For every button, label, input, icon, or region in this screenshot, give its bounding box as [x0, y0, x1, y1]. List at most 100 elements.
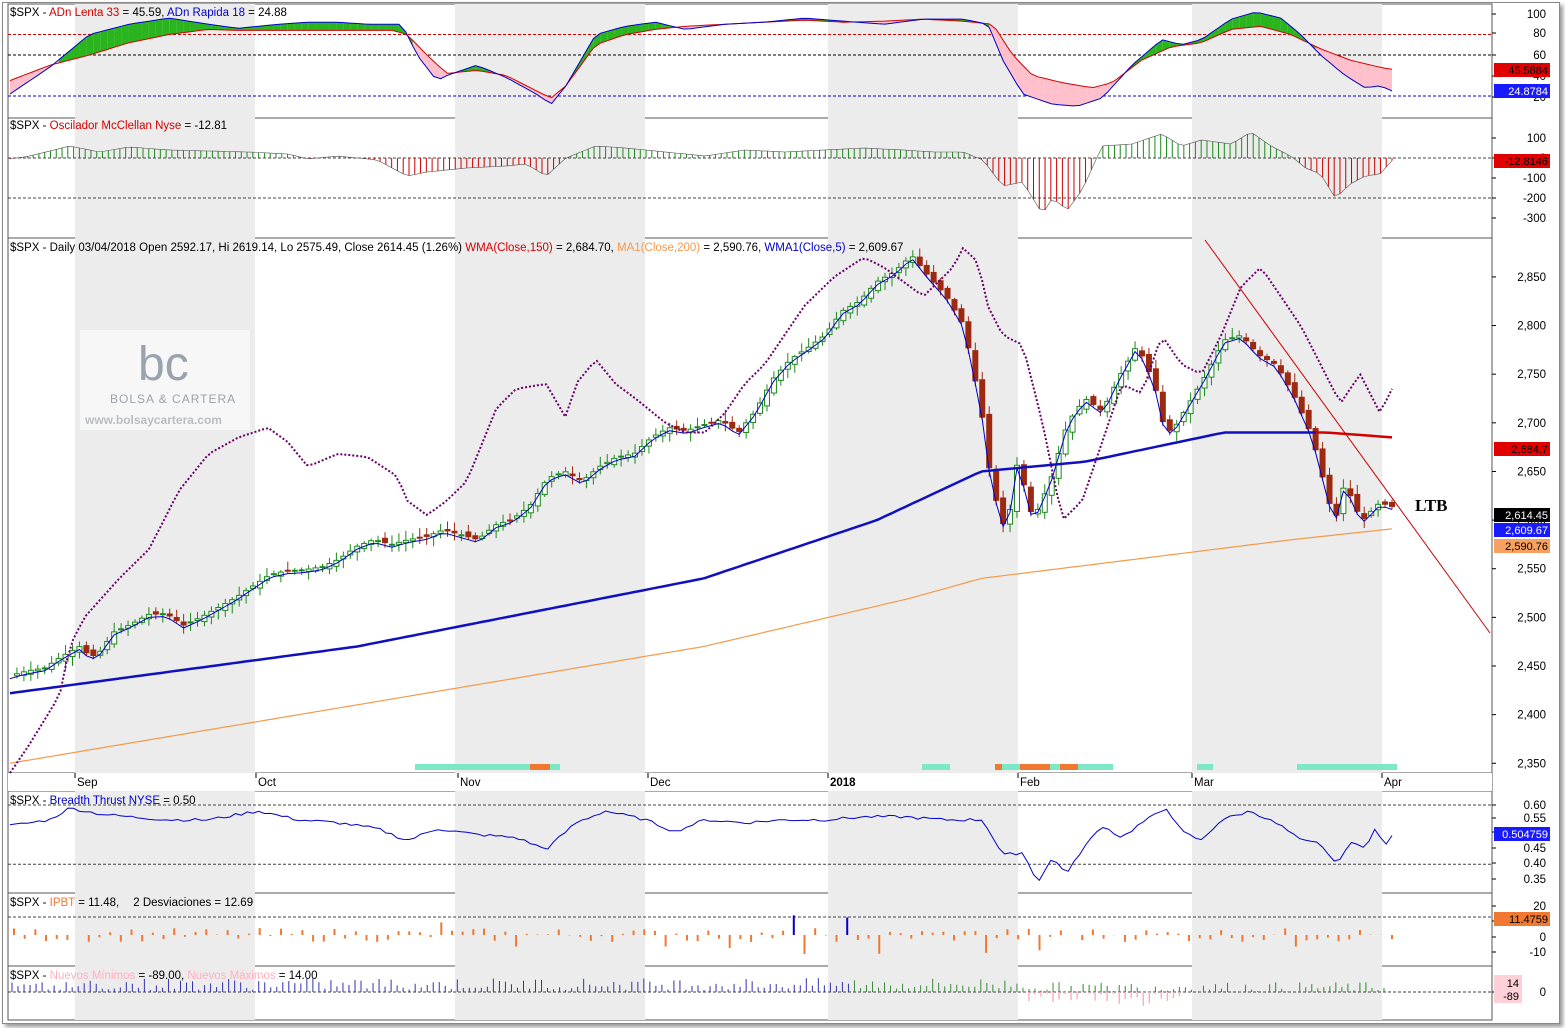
- candle-body: [708, 421, 715, 424]
- candle-body: [694, 426, 701, 429]
- adn-fill: [1253, 12, 1261, 28]
- adn-fill: [607, 29, 615, 41]
- candle-body: [1319, 448, 1326, 478]
- adn-fill: [1204, 32, 1212, 42]
- price-title: $SPX - Daily 03/04/2018 Open 2592.17, Hi…: [10, 242, 903, 254]
- price-tag-wma5: 2,609.67: [1505, 525, 1548, 537]
- price-tag-wma150: 2,684.7: [1511, 444, 1548, 456]
- adn-fill: [1385, 68, 1392, 91]
- signal-strip: [1050, 764, 1060, 770]
- adn-fill: [1065, 83, 1073, 106]
- candle-body: [930, 271, 937, 283]
- candle-body: [1222, 339, 1229, 351]
- candle-body: [937, 280, 944, 291]
- candle-body: [854, 302, 861, 307]
- adn-panel[interactable]: $SPX - ADn Lenta 33 = 45.59, ADn Rapida …: [8, 7, 1492, 107]
- x-axis-strip: [8, 773, 1492, 791]
- adn-fill: [1266, 14, 1274, 30]
- candle-body: [1027, 486, 1034, 513]
- price-panel[interactable]: $SPX - Daily 03/04/2018 Open 2592.17, Hi…: [9, 239, 1491, 774]
- candle-body: [1382, 501, 1389, 505]
- candle-body: [1326, 474, 1333, 504]
- adn-fill: [641, 23, 649, 32]
- candle-body: [472, 535, 479, 540]
- candle-body: [1152, 368, 1159, 391]
- adn-fill: [162, 18, 170, 36]
- ipbt-panel[interactable]: $SPX - IPBT = 11.48, 2 Desviaciones = 12.…: [8, 897, 1492, 954]
- adn-tick: 60: [1533, 50, 1546, 62]
- adn-fill: [1260, 12, 1267, 28]
- candle-body: [1284, 372, 1291, 386]
- candle-body: [750, 413, 757, 423]
- adn-fill: [1155, 39, 1163, 54]
- candle-body: [958, 308, 965, 323]
- adn-fill: [523, 84, 531, 92]
- adn-fill: [141, 21, 149, 41]
- candle-body: [382, 537, 389, 544]
- adn-fill: [86, 33, 94, 56]
- bt-tick: 0.35: [1524, 874, 1546, 886]
- price-tick: 2,750: [1517, 369, 1546, 381]
- month-band: [455, 791, 645, 893]
- adn-fill: [93, 31, 101, 54]
- bt-tag: 0.504759: [1502, 829, 1548, 841]
- breadth-dotted-line: [9, 246, 1393, 774]
- candle-body: [736, 427, 743, 432]
- candle-body: [507, 519, 514, 522]
- candle-body: [1097, 405, 1104, 411]
- month-band: [75, 118, 255, 238]
- price-tag-close: 2,614.45: [1505, 510, 1548, 522]
- candle-body: [757, 402, 764, 414]
- candle-body: [875, 280, 882, 292]
- month-band: [75, 238, 255, 773]
- logo: bc BOLSA & CARTERA www.bolsaycartera.com: [80, 330, 250, 430]
- candle-body: [166, 613, 173, 617]
- candle-body: [868, 287, 875, 299]
- candle-body: [618, 455, 625, 458]
- bt-tick: 0.40: [1524, 858, 1546, 870]
- adn-fill: [336, 22, 344, 31]
- nuevos-panel[interactable]: $SPX - Nuevos Mínimos = -89.00, Nuevos M…: [8, 970, 1492, 1006]
- breadth-panel[interactable]: $SPX - Breadth Thrust NYSE = 0.50: [8, 795, 1492, 882]
- candles: [13, 248, 1395, 682]
- candle-body: [562, 471, 569, 477]
- month-band: [1192, 893, 1382, 966]
- month-band: [1192, 966, 1382, 1020]
- price-tick: 2,500: [1517, 612, 1546, 624]
- adn-fill: [1058, 81, 1066, 106]
- adn-fill: [294, 22, 302, 31]
- candle-body: [576, 477, 583, 481]
- candle-body: [1250, 341, 1257, 350]
- adn-title: $SPX - ADn Lenta 33 = 45.59, ADn Rapida …: [10, 7, 287, 19]
- bt-tick: 0.60: [1524, 800, 1546, 812]
- month-label: 2018: [830, 777, 856, 789]
- mcclellan-panel[interactable]: $SPX - Oscilador McClellan Nyse = -12.81: [8, 120, 1492, 211]
- candle-body: [416, 536, 423, 539]
- adn-tick: 100: [1527, 9, 1546, 21]
- candle-body: [1000, 497, 1007, 525]
- month-band: [455, 966, 645, 1020]
- candle-body: [229, 599, 236, 605]
- candle-body: [1229, 337, 1236, 340]
- candle-body: [840, 309, 847, 322]
- price-tag-wma150-bg: [1494, 442, 1550, 456]
- month-band: [75, 893, 255, 966]
- price-tick: 2,650: [1517, 466, 1546, 478]
- candle-body: [1215, 350, 1222, 364]
- bt-tick: 0.55: [1524, 813, 1546, 825]
- adn-fill: [315, 22, 323, 31]
- mcc-tick: -300: [1523, 213, 1546, 225]
- adn-fill: [1086, 86, 1094, 104]
- candle-body: [729, 421, 736, 429]
- adn-fill: [266, 24, 274, 31]
- nuevos-tag-top: 14: [1507, 978, 1519, 990]
- candle-body: [1236, 335, 1243, 339]
- candle-body: [395, 541, 402, 545]
- adn-fill: [169, 18, 177, 35]
- adn-tag-fast: 24.8784: [1508, 86, 1548, 98]
- adn-fill: [364, 24, 372, 31]
- candle-body: [159, 613, 166, 616]
- candle-body: [1368, 510, 1375, 517]
- candle-body: [173, 616, 180, 622]
